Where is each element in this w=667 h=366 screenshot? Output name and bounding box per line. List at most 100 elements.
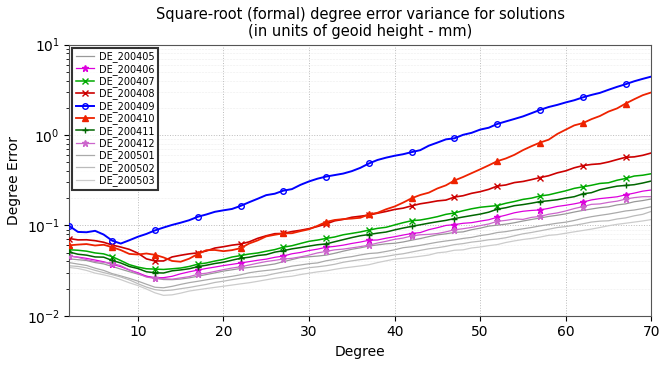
X-axis label: Degree: Degree [335,345,386,359]
DE_200410 [177,259,185,264]
DE_200409 [639,76,647,81]
DE_200405 [408,238,416,242]
DE_200405 [108,264,116,269]
DE_200409 [408,150,416,154]
Y-axis label: Degree Error: Degree Error [7,136,21,225]
DE_200502 [408,250,416,254]
DE_200407 [262,249,270,253]
DE_200407 [108,254,116,259]
DE_200409 [65,224,73,228]
DE_200502 [185,285,193,290]
DE_200412 [168,277,176,281]
DE_200501 [159,285,167,290]
DE_200407 [159,267,167,272]
DE_200405 [271,262,279,266]
DE_200501 [647,205,655,209]
DE_200405 [168,277,176,282]
DE_200503 [408,255,416,259]
Line: DE_200503: DE_200503 [69,220,651,295]
Line: DE_200408: DE_200408 [67,150,654,264]
DE_200501 [639,206,647,211]
DE_200502 [65,264,73,268]
DE_200410 [65,243,73,247]
DE_200410 [271,232,279,237]
DE_200407 [408,219,416,223]
DE_200407 [185,264,193,269]
DE_200405 [639,198,647,203]
Line: DE_200411: DE_200411 [67,178,654,276]
DE_200503 [639,219,647,223]
DE_200503 [271,276,279,280]
DE_200410 [647,90,655,95]
DE_200406 [647,188,655,192]
DE_200412 [65,253,73,258]
DE_200410 [262,234,270,239]
DE_200501 [108,272,116,276]
DE_200411 [262,253,270,257]
DE_200408 [159,259,167,263]
DE_200411 [185,266,193,271]
DE_200406 [639,189,647,193]
Line: DE_200406: DE_200406 [66,187,655,281]
DE_200503 [262,277,270,282]
DE_200410 [185,257,193,261]
DE_200408 [639,153,647,157]
Line: DE_200410: DE_200410 [67,90,654,265]
DE_200408 [262,234,270,238]
DE_200501 [408,244,416,249]
DE_200406 [408,231,416,236]
DE_200412 [639,194,647,199]
DE_200412 [108,261,116,266]
DE_200407 [271,247,279,252]
DE_200410 [408,196,416,201]
DE_200406 [262,257,270,261]
DE_200503 [65,265,73,270]
DE_200407 [65,247,73,252]
DE_200405 [647,197,655,201]
DE_200407 [647,172,655,176]
DE_200405 [262,263,270,268]
DE_200408 [108,243,116,247]
DE_200411 [639,181,647,185]
DE_200407 [639,173,647,178]
Line: DE_200502: DE_200502 [69,211,651,291]
DE_200502 [108,272,116,277]
DE_200502 [639,212,647,217]
DE_200503 [108,275,116,279]
Title: Square-root (formal) degree error variance for solutions
(in units of geoid heig: Square-root (formal) degree error varian… [156,7,565,39]
DE_200408 [271,231,279,236]
DE_200412 [647,194,655,199]
DE_200406 [108,262,116,266]
DE_200405 [65,257,73,261]
DE_200406 [65,254,73,258]
DE_200409 [117,241,125,246]
Line: DE_200405: DE_200405 [69,199,651,280]
DE_200408 [65,236,73,241]
DE_200412 [185,274,193,279]
DE_200410 [108,245,116,249]
DE_200406 [185,270,193,274]
DE_200412 [408,234,416,238]
DE_200412 [262,259,270,264]
DE_200409 [647,74,655,79]
DE_200502 [262,273,270,278]
DE_200408 [408,203,416,208]
DE_200406 [151,276,159,280]
DE_200501 [262,268,270,273]
DE_200502 [159,288,167,293]
DE_200501 [271,267,279,272]
DE_200411 [408,224,416,228]
DE_200409 [108,239,116,243]
DE_200503 [647,217,655,222]
Line: DE_200407: DE_200407 [67,171,654,272]
DE_200502 [271,272,279,276]
Line: DE_200501: DE_200501 [69,207,651,288]
DE_200501 [185,280,193,285]
DE_200411 [647,179,655,183]
DE_200408 [647,151,655,155]
DE_200412 [271,258,279,262]
DE_200501 [65,261,73,265]
DE_200411 [65,250,73,254]
DE_200409 [271,191,279,196]
Line: DE_200412: DE_200412 [66,193,655,283]
